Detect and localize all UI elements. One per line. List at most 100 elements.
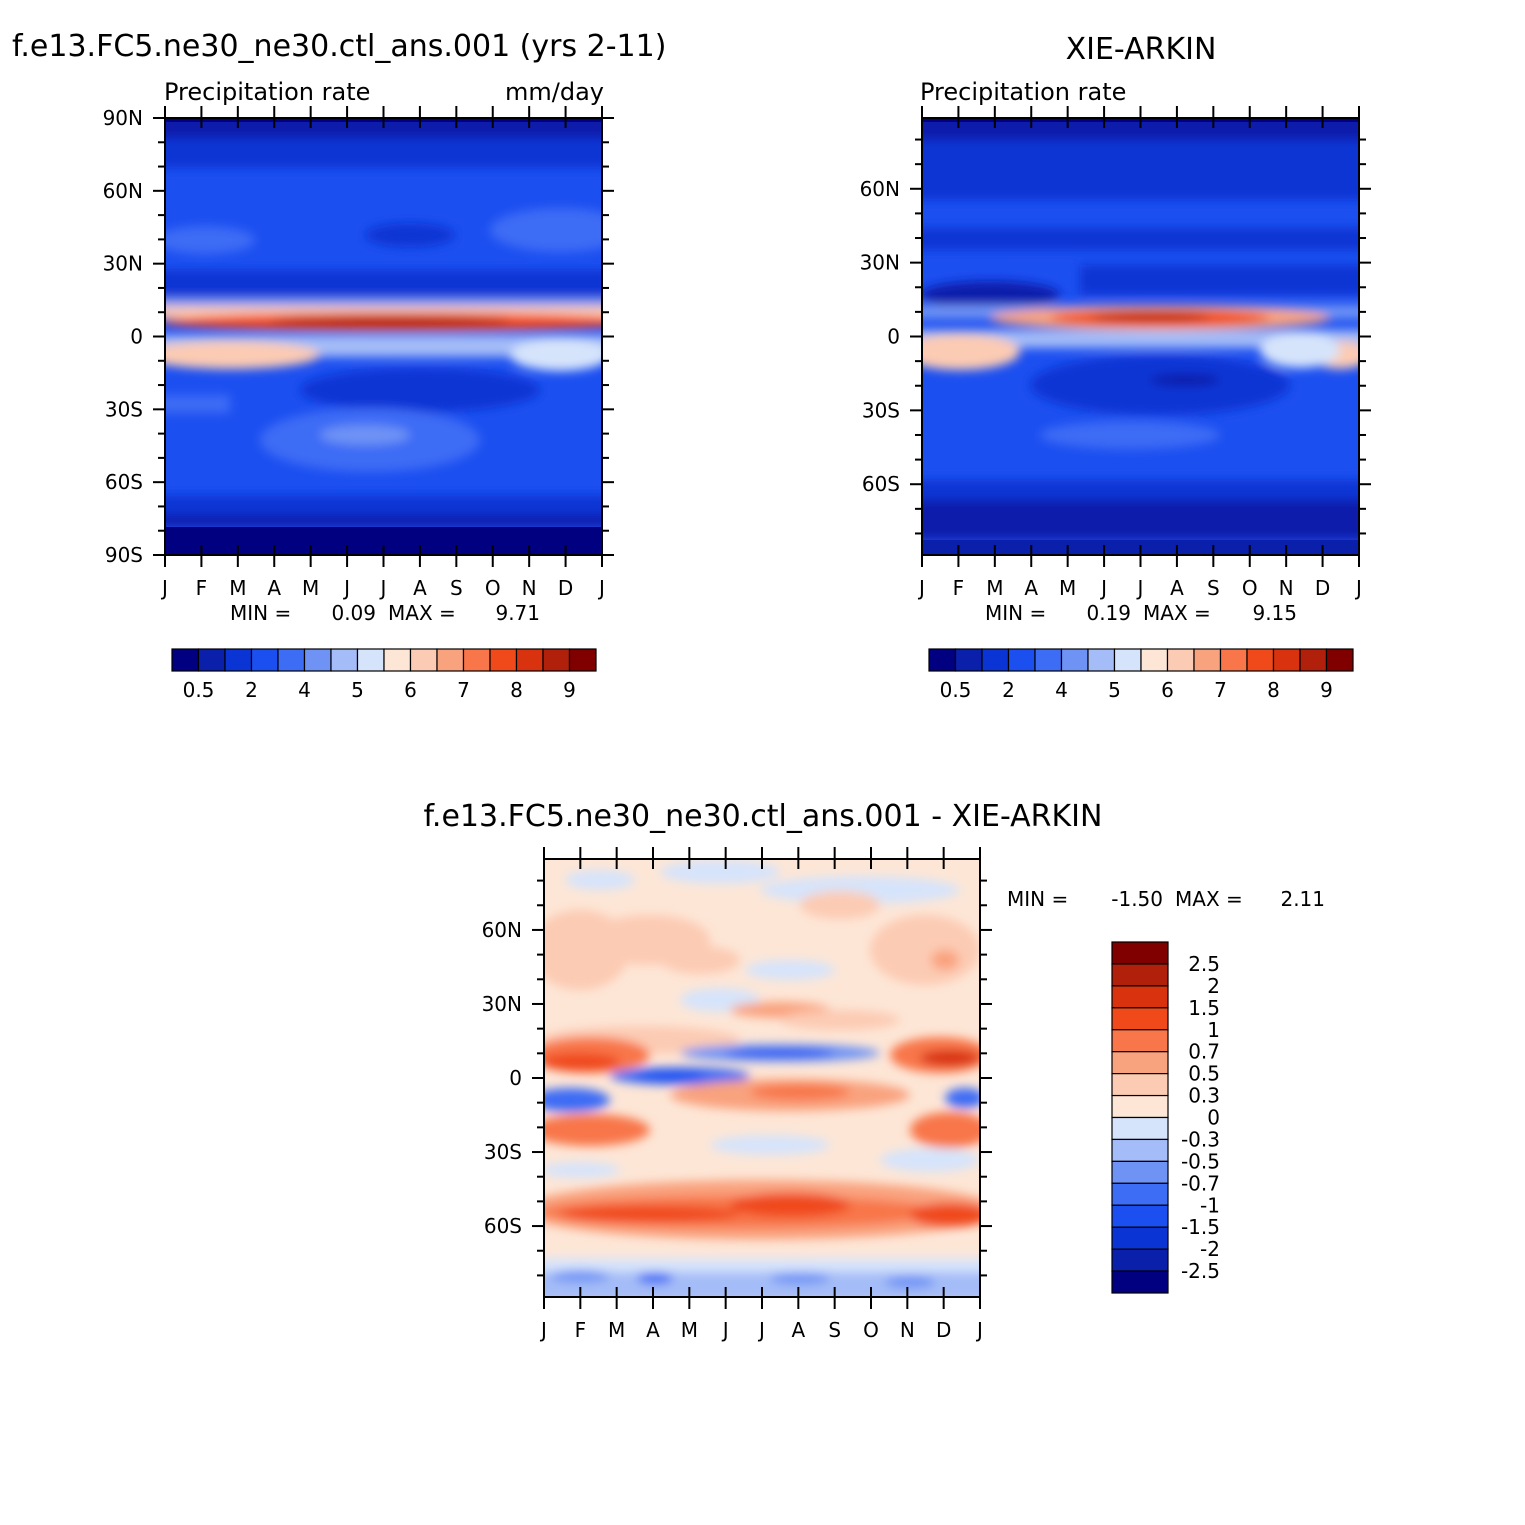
- panel-diff-colorbar: 2.521.510.70.50.30-0.3-0.5-0.7-1-1.5-2-2…: [1111, 941, 1220, 1294]
- x-tick-label: O: [863, 1318, 879, 1342]
- x-tick-label: M: [1059, 576, 1076, 600]
- colorbar-label: -2: [1200, 1237, 1220, 1261]
- colorbar-box: [1111, 1073, 1169, 1097]
- y-tick-label: 30N: [103, 252, 143, 276]
- colorbar-box: [303, 648, 332, 672]
- colorbar-label: 4: [1055, 678, 1068, 702]
- colorbar-box: [1111, 1204, 1169, 1228]
- x-tick-label: D: [558, 576, 573, 600]
- x-tick-label: F: [575, 1318, 587, 1342]
- colorbar-box: [1272, 648, 1301, 672]
- colorbar-box: [250, 648, 279, 672]
- colorbar-label: 6: [404, 678, 417, 702]
- x-tick-label: J: [757, 1318, 765, 1342]
- colorbar-label: 5: [351, 678, 364, 702]
- colorbar-box: [1111, 1226, 1169, 1250]
- panel-model-field: [165, 118, 602, 555]
- colorbar-box: [981, 648, 1010, 672]
- panel-obs-title: XIE-ARKIN: [1066, 32, 1217, 67]
- x-tick-label: S: [450, 576, 463, 600]
- colorbar-label: -1: [1200, 1193, 1220, 1217]
- x-tick-label: N: [522, 576, 537, 600]
- colorbar-box: [1246, 648, 1275, 672]
- y-tick-label: 0: [509, 1066, 522, 1090]
- colorbar-label: 6: [1161, 678, 1174, 702]
- colorbar-label: 8: [510, 678, 523, 702]
- y-tick-label: 60S: [105, 470, 143, 494]
- x-tick-label: F: [196, 576, 208, 600]
- colorbar-box: [197, 648, 226, 672]
- x-tick-label: J: [160, 576, 168, 600]
- colorbar-box: [1111, 1138, 1169, 1162]
- panel-model-ticks: [153, 106, 614, 567]
- colorbar-label: 9: [563, 678, 576, 702]
- colorbar-box: [1166, 648, 1195, 672]
- y-tick-label: 30S: [484, 1140, 522, 1164]
- panel-obs-min-value: 0.19: [1086, 601, 1131, 625]
- x-tick-label: S: [1207, 576, 1220, 600]
- panel-model-min-value: 0.09: [331, 601, 376, 625]
- colorbar-box: [1111, 963, 1169, 987]
- panel-diff-title: f.e13.FC5.ne30_ne30.ctl_ans.001 - XIE-AR…: [424, 799, 1103, 834]
- panel-diff-y-axis: 60N 30N 0 30S 60S: [482, 918, 522, 1238]
- x-tick-label: A: [413, 576, 427, 600]
- x-tick-label: M: [986, 576, 1003, 600]
- y-tick-label: 30N: [482, 992, 522, 1016]
- y-tick-label: 90N: [103, 106, 143, 130]
- y-tick-label: 30N: [860, 251, 900, 275]
- x-tick-label: A: [646, 1318, 660, 1342]
- panel-model-y-axis: 90N 60N 30N 0 30S 60S 90S: [103, 106, 143, 567]
- colorbar-label: 7: [1214, 678, 1227, 702]
- x-tick-label: A: [1024, 576, 1038, 600]
- colorbar-box: [1111, 1270, 1169, 1294]
- colorbar-box: [1060, 648, 1089, 672]
- y-tick-label: 60N: [860, 177, 900, 201]
- colorbar-box: [1007, 648, 1036, 672]
- panel-diff-ticks: [532, 847, 992, 1309]
- panel-obs-min-label: MIN =: [985, 601, 1046, 625]
- panel-diff-min-label: MIN =: [1007, 887, 1068, 911]
- colorbar-label: 4: [298, 678, 311, 702]
- colorbar-box: [1299, 648, 1328, 672]
- panel-obs-colorbar: 0.5 2 4 5 6 7 8 9: [928, 648, 1354, 702]
- panel-model-max-label: MAX =: [388, 601, 456, 625]
- x-tick-label: A: [1170, 576, 1184, 600]
- colorbar-label: 0.5: [1188, 1062, 1220, 1086]
- panel-model: f.e13.FC5.ne30_ne30.ctl_ans.001 (yrs 2-1…: [12, 29, 666, 702]
- colorbar-box: [954, 648, 983, 672]
- x-tick-label: J: [597, 576, 605, 600]
- colorbar-box: [1111, 985, 1169, 1009]
- panel-diff-max-value: 2.11: [1280, 887, 1325, 911]
- colorbar-box: [224, 648, 253, 672]
- x-tick-label: D: [1315, 576, 1330, 600]
- colorbar-box: [330, 648, 359, 672]
- colorbar-box: [568, 648, 597, 672]
- colorbar-box: [1113, 648, 1142, 672]
- panel-obs-y-axis: 60N 30N 0 30S 60S: [860, 177, 900, 496]
- colorbar-label: -0.3: [1181, 1127, 1220, 1151]
- colorbar-box: [1140, 648, 1169, 672]
- x-tick-label: M: [229, 576, 246, 600]
- colorbar-box: [1111, 1029, 1169, 1053]
- y-tick-label: 60S: [862, 472, 900, 496]
- x-tick-label: N: [900, 1318, 915, 1342]
- colorbar-box: [383, 648, 412, 672]
- colorbar-box: [171, 648, 200, 672]
- colorbar-box: [928, 648, 957, 672]
- colorbar-label: 2: [245, 678, 258, 702]
- colorbar-box: [542, 648, 571, 672]
- x-tick-label: O: [1242, 576, 1258, 600]
- panel-model-max-value: 9.71: [495, 601, 540, 625]
- colorbar-label: 0.5: [940, 678, 972, 702]
- colorbar-box: [356, 648, 385, 672]
- x-tick-label: A: [267, 576, 281, 600]
- y-tick-label: 60N: [103, 179, 143, 203]
- x-tick-label: M: [608, 1318, 625, 1342]
- y-tick-label: 60N: [482, 918, 522, 942]
- x-tick-label: J: [917, 576, 925, 600]
- panel-model-colorbar: 0.5 2 4 5 6 7 8 9: [171, 648, 597, 702]
- y-tick-label: 30S: [105, 397, 143, 421]
- x-tick-label: O: [485, 576, 501, 600]
